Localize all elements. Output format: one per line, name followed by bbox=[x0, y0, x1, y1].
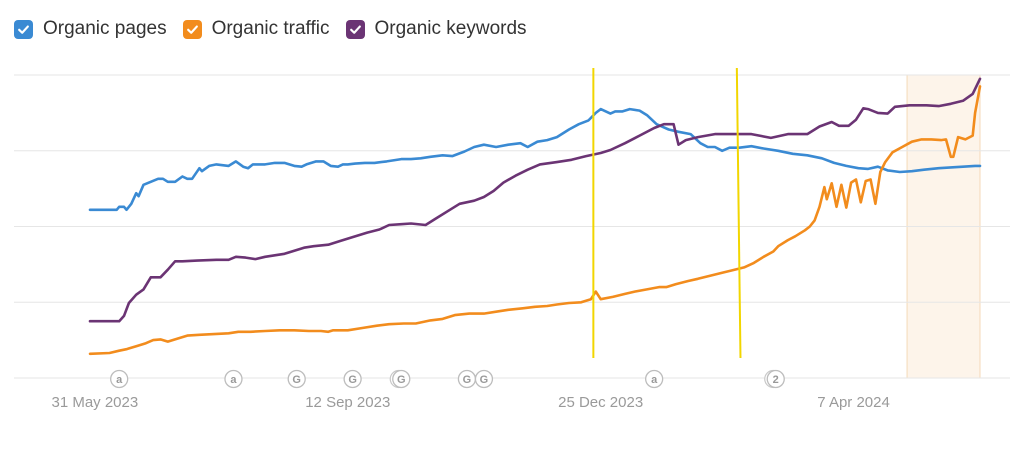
annotation-marker[interactable]: G bbox=[474, 369, 494, 389]
annotation-amazon-icon: a bbox=[116, 374, 123, 386]
annotation-google-icon: G bbox=[480, 374, 489, 386]
annotation-count-icon: 2 bbox=[773, 374, 779, 386]
annotation-marker[interactable]: 2 bbox=[764, 369, 785, 389]
vertical-marker-line bbox=[735, 67, 742, 359]
annotation-circle bbox=[474, 369, 494, 389]
x-tick-label: 25 Dec 2023 bbox=[558, 394, 643, 411]
legend-label: Organic keywords bbox=[374, 18, 527, 39]
x-tick-label: 12 Sep 2023 bbox=[305, 394, 390, 411]
annotation-marker[interactable]: a bbox=[110, 369, 129, 389]
annotation-marker[interactable]: G bbox=[343, 369, 362, 389]
annotation-marker[interactable]: G bbox=[389, 369, 411, 389]
annotation-marker[interactable]: G bbox=[457, 369, 477, 389]
legend-item-organic-traffic[interactable]: Organic traffic bbox=[182, 18, 330, 40]
series-line-organic-traffic bbox=[88, 85, 982, 356]
annotation-marker[interactable]: G bbox=[287, 369, 306, 389]
annotation-google-icon: G bbox=[397, 374, 406, 386]
check-icon bbox=[186, 24, 198, 34]
x-axis-ticks: 31 May 2023 12 Sep 2023 25 Dec 2023 7 Apr 2… bbox=[51, 394, 889, 411]
annotation-amazon-icon: a bbox=[230, 374, 237, 386]
check-icon bbox=[18, 24, 29, 34]
annotation-circle bbox=[766, 369, 785, 389]
annotation-google-icon: G bbox=[463, 374, 472, 386]
legend-label: Organic pages bbox=[43, 18, 167, 39]
legend-item-organic-keywords[interactable]: Organic keywords bbox=[345, 18, 527, 40]
checkbox-organic-keywords[interactable] bbox=[345, 19, 365, 39]
checkbox-organic-traffic[interactable] bbox=[182, 19, 202, 39]
annotation-marker[interactable]: a bbox=[645, 369, 664, 389]
series-line-organic-pages bbox=[88, 107, 982, 212]
series-layer bbox=[88, 77, 982, 356]
check-icon bbox=[349, 24, 361, 34]
annotation-circle bbox=[645, 369, 664, 389]
x-tick-label: 31 May 2023 bbox=[51, 394, 138, 411]
annotation-circle bbox=[110, 369, 129, 389]
annotation-amazon-icon: a bbox=[651, 374, 658, 386]
gridlines bbox=[14, 74, 1010, 379]
annotation-google-icon: G bbox=[292, 374, 301, 386]
annotation-marker[interactable]: a bbox=[224, 369, 243, 389]
legend-item-organic-pages[interactable]: Organic pages bbox=[14, 18, 167, 40]
annotation-circle bbox=[287, 369, 306, 389]
legend-label: Organic traffic bbox=[211, 18, 330, 39]
annotation-circle bbox=[224, 369, 243, 389]
checkbox-organic-pages[interactable] bbox=[14, 19, 33, 39]
annotation-circle bbox=[392, 369, 411, 389]
annotation-circle bbox=[343, 369, 362, 389]
annotation-google-icon: G bbox=[348, 374, 357, 386]
vertical-markers bbox=[592, 67, 742, 359]
series-line-organic-keywords bbox=[88, 77, 982, 323]
x-tick-label: 7 Apr 2024 bbox=[817, 394, 890, 411]
chart-legend: Organic pages Organic traffic Organic ke… bbox=[14, 18, 543, 40]
